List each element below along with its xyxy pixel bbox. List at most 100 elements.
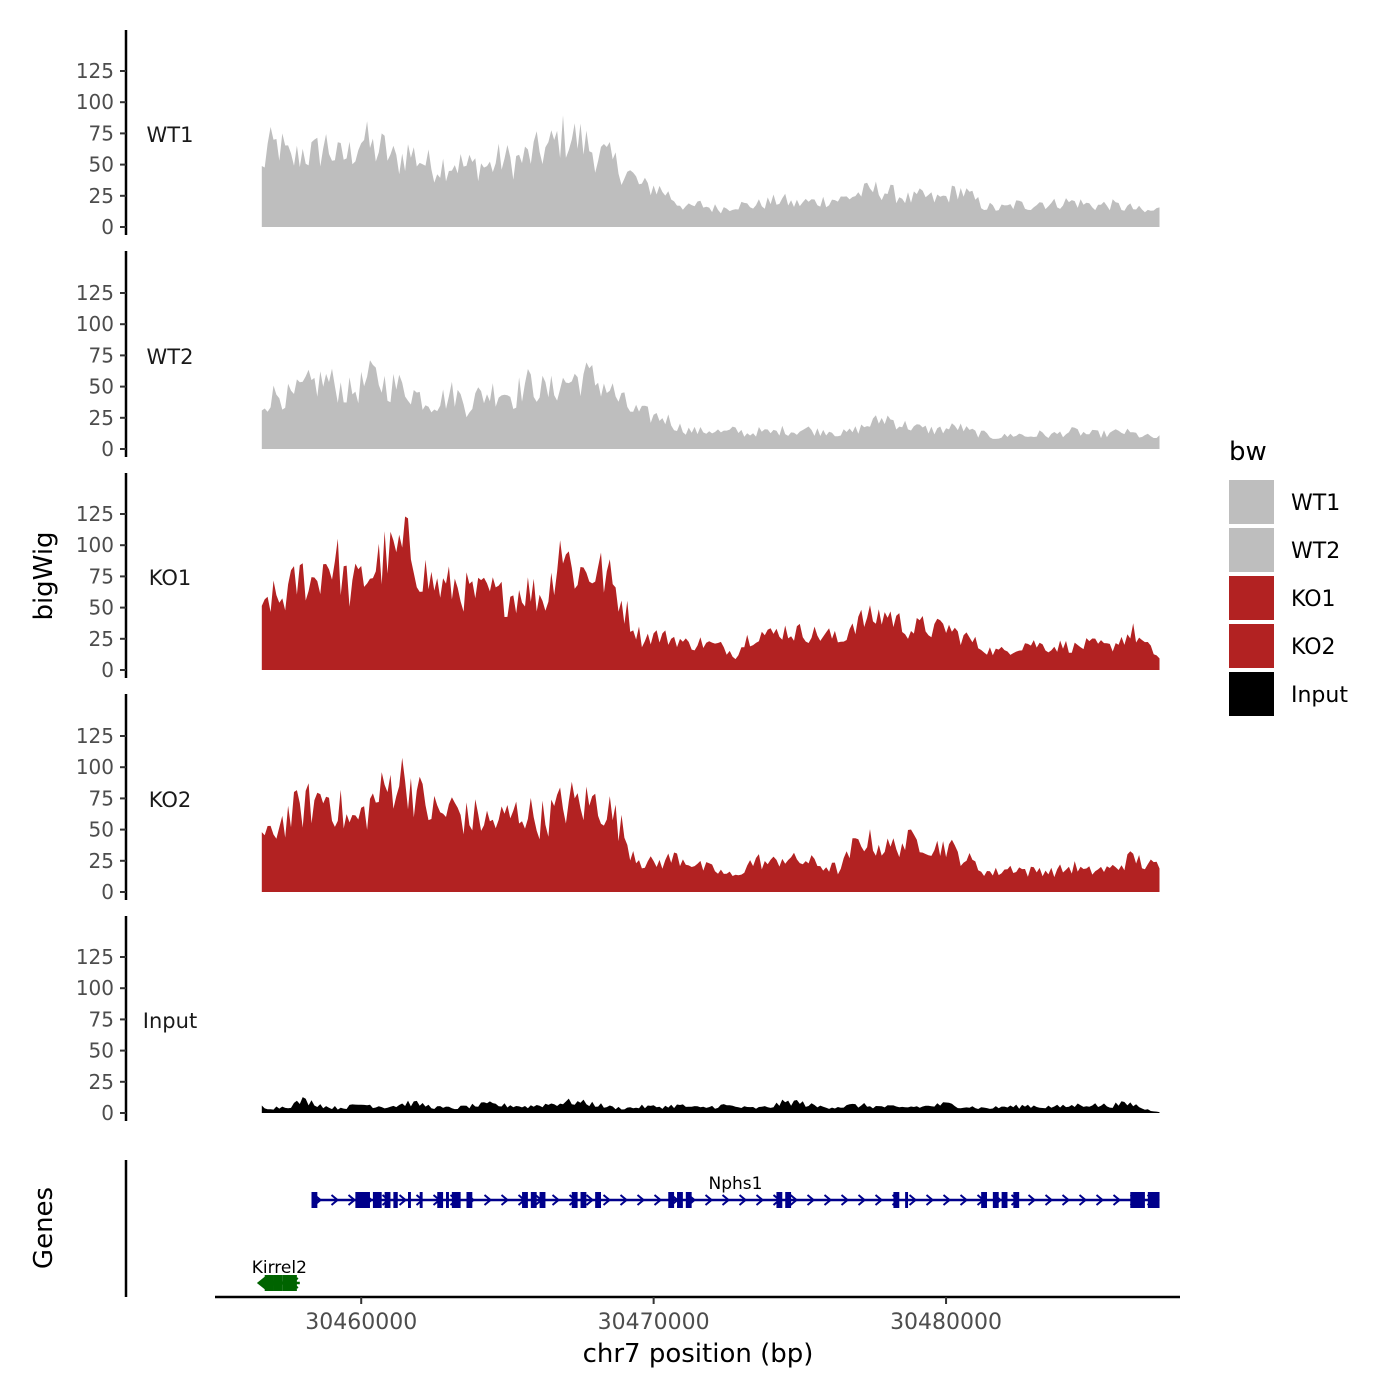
y-axis-title: bigWig (29, 531, 59, 620)
strand-arrow (942, 1194, 952, 1206)
exon (539, 1192, 546, 1208)
gene-label-nphs1: Nphs1 (709, 1174, 763, 1194)
y-tick-label: 100 (76, 90, 114, 114)
x-tick-label: 30470000 (598, 1310, 710, 1335)
coverage-area-ko2 (261, 757, 1160, 892)
y-tick-label: 125 (76, 945, 114, 969)
y-tick-label: 100 (76, 533, 114, 557)
strand-arrow (330, 1194, 340, 1206)
strand-arrow (636, 1194, 646, 1206)
exon (437, 1192, 444, 1208)
coverage-area-ko1 (261, 516, 1160, 670)
y-tick-label: 50 (89, 375, 114, 399)
strand-arrow (653, 1194, 663, 1206)
track-ko1: 0 25 50 75 100 125 KO1 (76, 473, 1160, 682)
exon (264, 1275, 274, 1291)
exon (1130, 1192, 1145, 1208)
exon (419, 1192, 423, 1208)
exon (372, 1192, 382, 1208)
strand-arrow (857, 1194, 867, 1206)
strand-arrow (721, 1194, 731, 1206)
legend: bw WT1 WT2 KO1 KO2 Input (1229, 437, 1348, 716)
gene-nphs1: Nphs1 (311, 1174, 1160, 1208)
y-tick-label: 0 (101, 1101, 114, 1125)
strand-arrow (1044, 1194, 1054, 1206)
strand-arrow (585, 1194, 595, 1206)
strand-arrow (1027, 1194, 1037, 1206)
genes-panel-title: Genes (29, 1187, 59, 1269)
y-tick-label: 0 (101, 215, 114, 239)
y-tick-label: 0 (101, 880, 114, 904)
exon (580, 1192, 587, 1208)
exon (408, 1192, 411, 1208)
exon (785, 1192, 792, 1208)
exon (355, 1192, 370, 1208)
exon (595, 1192, 601, 1208)
y-tick-label: 50 (89, 596, 114, 620)
exon (905, 1192, 909, 1208)
strand-arrow (500, 1194, 510, 1206)
track-wt1: 0 25 50 75 100 125 WT1 (76, 30, 1160, 239)
legend-item-wt1: WT1 (1229, 480, 1340, 524)
exon (685, 1192, 692, 1208)
y-tick-label: 25 (89, 406, 114, 430)
exon (677, 1192, 683, 1208)
exon (466, 1192, 473, 1208)
exon (1001, 1192, 1008, 1208)
exon (668, 1192, 675, 1208)
x-tick-label: 30460000 (305, 1310, 417, 1335)
coverage-tracks: 0 25 50 75 100 125 WT1 0 25 50 75 100 125 WT2 0 25 50 75 1… (76, 30, 1160, 1125)
exon (311, 1192, 318, 1208)
y-tick-label: 25 (89, 184, 114, 208)
exon (273, 1275, 283, 1291)
strand-arrow (789, 1194, 799, 1206)
y-tick-label: 125 (76, 59, 114, 83)
track-label-ko2: KO2 (149, 788, 192, 812)
coverage-area-wt1 (261, 115, 1160, 227)
strand-arrow (959, 1194, 969, 1206)
y-tick-label: 75 (89, 564, 114, 588)
exon (992, 1192, 999, 1208)
exon (530, 1192, 537, 1208)
y-tick-label: 125 (76, 502, 114, 526)
track-label-wt2: WT2 (147, 345, 194, 369)
legend-item-wt2: WT2 (1229, 528, 1340, 572)
y-tick-label: 25 (89, 1070, 114, 1094)
strand-arrow (738, 1194, 748, 1206)
exon (1147, 1192, 1160, 1208)
y-tick-label: 125 (76, 724, 114, 748)
strand-arrow (755, 1194, 765, 1206)
y-tick-label: 75 (89, 786, 114, 810)
strand-arrow (602, 1194, 612, 1206)
strand-arrow (823, 1194, 833, 1206)
strand-arrow (551, 1194, 561, 1206)
y-tick-label: 125 (76, 281, 114, 305)
strand-arrow (806, 1194, 816, 1206)
strand-arrow (619, 1194, 629, 1206)
legend-item-ko2: KO2 (1229, 624, 1336, 668)
legend-swatch (1229, 576, 1274, 620)
strand-arrow (925, 1194, 935, 1206)
y-tick-label: 75 (89, 1007, 114, 1031)
strand-arrow (398, 1194, 408, 1206)
exon (451, 1192, 461, 1208)
track-input: 0 25 50 75 100 125 Input (76, 916, 1160, 1125)
track-label-wt1: WT1 (147, 123, 194, 147)
strand-arrow (908, 1194, 918, 1206)
strand-arrow (874, 1194, 884, 1206)
legend-label: KO1 (1291, 587, 1336, 612)
gene-panel: Nphs1 Kirrel2 (124, 1160, 1160, 1297)
legend-item-ko1: KO1 (1229, 576, 1336, 620)
legend-item-input: Input (1229, 672, 1348, 716)
x-axis-title: chr7 position (bp) (583, 1339, 814, 1369)
y-tick-label: 75 (89, 343, 114, 367)
y-tick-label: 25 (89, 627, 114, 651)
exon (981, 1192, 987, 1208)
strand-arrow (1112, 1194, 1122, 1206)
legend-swatch (1229, 480, 1274, 524)
track-label-input: Input (143, 1009, 197, 1033)
legend-label: WT2 (1291, 539, 1340, 564)
legend-swatch (1229, 528, 1274, 572)
track-ko2: 0 25 50 75 100 125 KO2 (76, 694, 1160, 904)
